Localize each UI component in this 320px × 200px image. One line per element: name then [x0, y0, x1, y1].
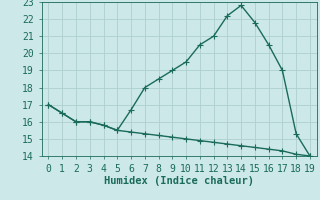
- X-axis label: Humidex (Indice chaleur): Humidex (Indice chaleur): [104, 176, 254, 186]
